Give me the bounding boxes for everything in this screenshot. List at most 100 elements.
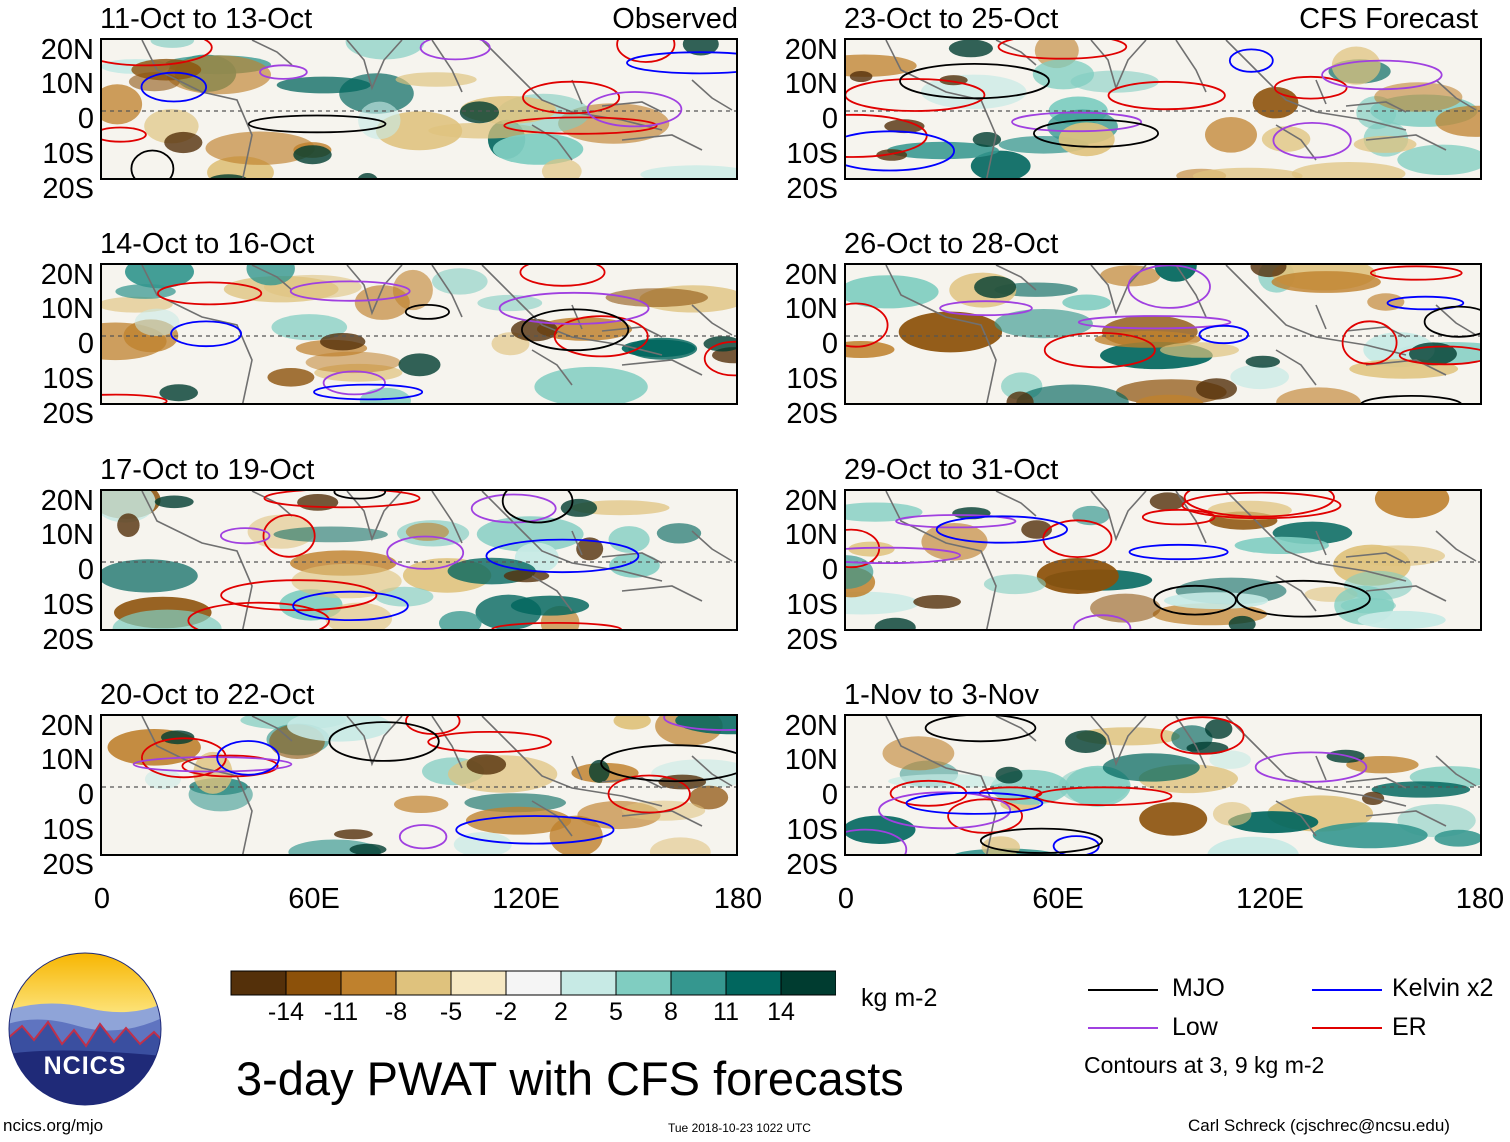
pwat-anomaly-blob xyxy=(134,308,180,336)
lat-label: 10S xyxy=(786,814,838,846)
pwat-anomaly-core xyxy=(117,513,140,537)
panel-title: 17-Oct to 19-Oct xyxy=(100,454,315,486)
er-contour xyxy=(1141,508,1216,526)
pwat-anomaly-core xyxy=(1196,378,1237,400)
low-contour xyxy=(846,828,908,854)
er-contour xyxy=(262,514,316,558)
mjo-contour xyxy=(600,744,736,783)
pwat-anomaly-blob xyxy=(981,836,1020,854)
mjo-contour xyxy=(333,491,387,500)
pwat-anomaly-blob xyxy=(325,602,392,629)
kelvin-contour xyxy=(216,740,280,776)
figure-title: 3-day PWAT with CFS forecasts xyxy=(236,1052,904,1105)
low-contour xyxy=(259,64,308,80)
lat-label: 20N xyxy=(40,34,94,66)
panel-title: 23-Oct to 25-Oct xyxy=(844,3,1059,35)
colorbar-cell xyxy=(780,970,837,996)
pwat-anomaly-core xyxy=(849,71,873,82)
low-contour xyxy=(846,546,961,564)
colorbar-tick-label: -8 xyxy=(384,998,408,1026)
low-contour xyxy=(322,370,386,396)
pwat-anomaly-core xyxy=(1205,718,1233,739)
pwat-anomaly-blob xyxy=(102,84,143,125)
panel-title: 29-Oct to 31-Oct xyxy=(844,454,1059,486)
pwat-anomaly-blob xyxy=(1276,387,1361,403)
colorbar-cell xyxy=(670,970,727,996)
er-contour xyxy=(1043,331,1156,369)
er-contour xyxy=(491,622,622,629)
pwat-anomaly-blob xyxy=(640,165,736,178)
er-contour xyxy=(503,116,658,135)
lat-label: 10S xyxy=(42,589,94,621)
pwat-anomaly-blob xyxy=(1271,271,1381,293)
lon-label-right-60e: 60E xyxy=(1032,883,1084,915)
kelvin-contour xyxy=(292,590,409,622)
pwat-anomaly-blob xyxy=(115,284,176,299)
colorbar-cell xyxy=(395,970,452,996)
legend-swatch-kelvin xyxy=(1312,989,1382,991)
mjo-contour xyxy=(1235,579,1371,618)
pwat-anomaly-blob xyxy=(1230,364,1289,390)
pwat-anomaly-blob xyxy=(1434,829,1480,847)
low-contour xyxy=(419,40,491,61)
kelvin-contour xyxy=(1052,835,1100,854)
kelvin-contour xyxy=(846,130,955,172)
pwat-anomaly-blob xyxy=(1435,105,1480,137)
pwat-anomaly-blob xyxy=(1234,536,1329,554)
colorbar-cell xyxy=(450,970,507,996)
pwat-anomaly-core xyxy=(560,498,598,517)
pwat-anomaly-blob xyxy=(882,736,955,771)
pwat-anomaly-blob xyxy=(608,526,650,553)
mjo-contour xyxy=(520,308,630,352)
mjo-contour xyxy=(1153,584,1237,616)
kelvin-contour xyxy=(1128,543,1229,561)
pwat-map xyxy=(100,489,738,631)
kelvin-contour xyxy=(1228,48,1274,73)
pwat-anomaly-blob xyxy=(394,795,449,813)
pwat-anomaly-blob xyxy=(477,294,543,312)
pwat-anomaly-core xyxy=(159,384,198,402)
colorbar-tick-label: 14 xyxy=(767,998,795,1026)
colorbar-tick-label: -2 xyxy=(494,998,518,1026)
low-contour xyxy=(878,791,1012,830)
pwat-anomaly-blob xyxy=(1164,592,1269,609)
footer-url[interactable]: ncics.org/mjo xyxy=(3,1116,104,1135)
lat-label: 0 xyxy=(821,103,838,135)
lat-label: 20S xyxy=(42,849,94,881)
pwat-anomaly-core xyxy=(1245,355,1280,368)
lat-label: 20S xyxy=(42,398,94,430)
kelvin-contour xyxy=(455,815,615,845)
colorbar xyxy=(230,970,837,1001)
er-contour xyxy=(519,265,606,287)
er-contour xyxy=(616,40,676,63)
pwat-anomaly-core xyxy=(293,145,332,165)
legend-swatch-low xyxy=(1088,1027,1158,1029)
mjo-contour xyxy=(1032,119,1159,148)
low-contour xyxy=(398,824,448,850)
pwat-anomaly-core xyxy=(588,759,610,783)
lon-label-right-0: 0 xyxy=(837,883,855,915)
pwat-anomaly-blob xyxy=(1209,750,1251,769)
colorbar-cell xyxy=(340,970,397,996)
er-contour xyxy=(1181,491,1342,520)
pwat-anomaly-core xyxy=(161,730,195,745)
pwat-anomaly-core xyxy=(459,101,499,124)
mjo-contour xyxy=(1423,305,1480,338)
footer-author: Carl Schreck (cjschrec@ncsu.edu) xyxy=(1188,1116,1450,1135)
low-contour xyxy=(663,716,736,731)
pwat-anomaly-core xyxy=(349,843,387,854)
pwat-anomaly-blob xyxy=(112,609,222,629)
pwat-anomaly-blob xyxy=(1062,294,1111,311)
pwat-anomaly-blob xyxy=(1261,126,1311,152)
pwat-anomaly-blob xyxy=(1312,822,1428,849)
pwat-anomaly-core xyxy=(1186,741,1229,755)
lat-label: 0 xyxy=(77,328,94,360)
low-contour xyxy=(1254,751,1368,783)
colorbar-tick-label: -14 xyxy=(267,998,305,1026)
lat-label: 10N xyxy=(40,519,94,551)
lat-label: 10N xyxy=(784,744,838,776)
panel-title: 1-Nov to 3-Nov xyxy=(844,679,1040,711)
pwat-anomaly-core xyxy=(1006,391,1034,403)
er-contour xyxy=(1273,75,1348,100)
lat-label: 10S xyxy=(786,138,838,170)
